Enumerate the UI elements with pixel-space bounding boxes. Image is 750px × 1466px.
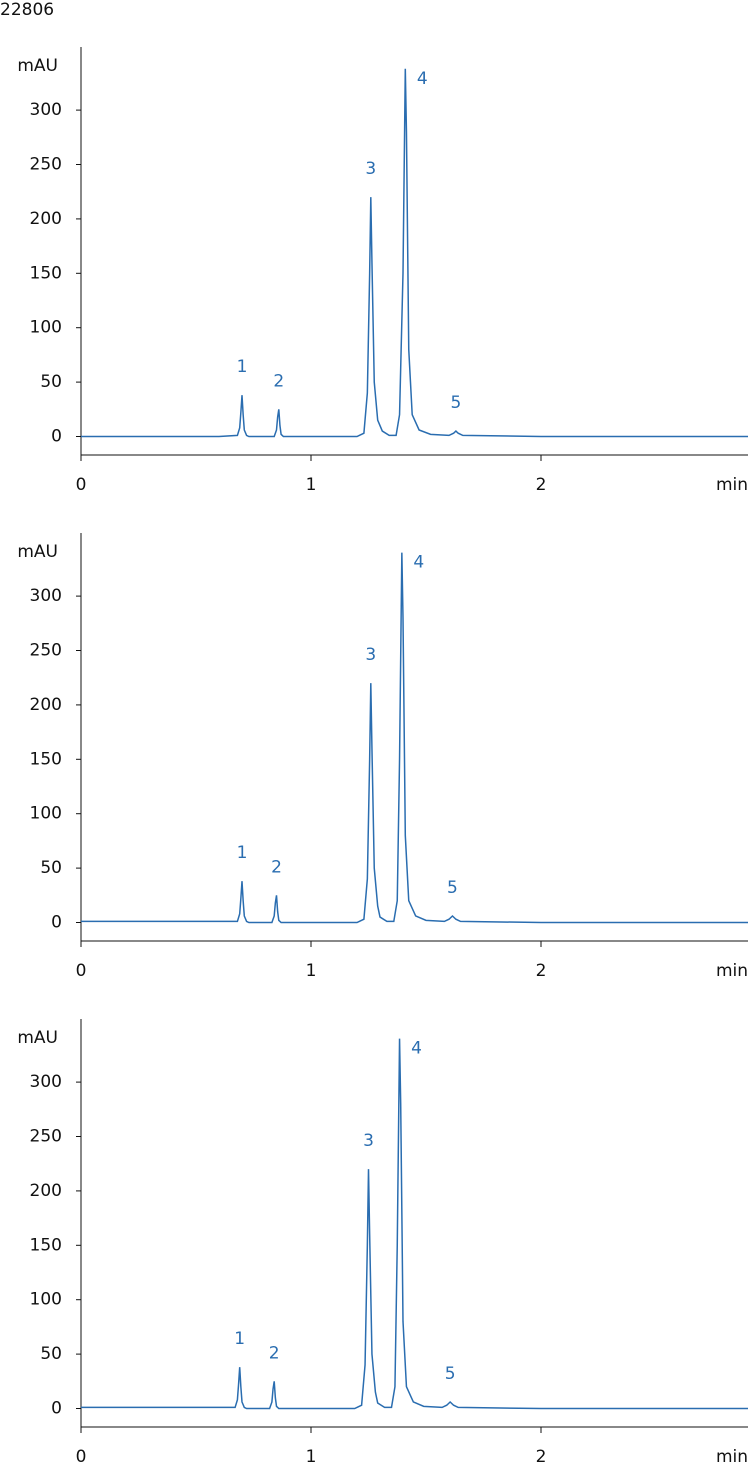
y-tick-label: 250 — [30, 155, 62, 175]
peak-label: 4 — [417, 69, 428, 89]
x-tick-label: 0 — [76, 961, 87, 981]
y-tick-label: 250 — [30, 641, 62, 661]
peak-label: 1 — [237, 357, 248, 377]
chart: mAU min 0 50 100 150 200 250 300 0 1 2 1 2 3 4 5 — [17, 533, 748, 981]
x-tick-label: 2 — [536, 1447, 547, 1466]
peak-label: 5 — [450, 393, 461, 413]
peak-label: 3 — [365, 159, 376, 179]
y-tick-label: 200 — [30, 695, 62, 715]
y-tick-label: 200 — [30, 209, 62, 229]
chart: mAU min 0 50 100 150 200 250 300 0 1 2 1 2 3 4 5 — [17, 47, 748, 495]
y-tick-label: 50 — [40, 372, 62, 392]
peak-label: 5 — [445, 1364, 456, 1384]
y-tick-label: 50 — [40, 1344, 62, 1364]
x-tick-label: 2 — [536, 961, 547, 981]
y-tick-label: 300 — [30, 1072, 62, 1092]
peak-label: 1 — [237, 843, 248, 863]
y-axis-label: mAU — [17, 56, 58, 76]
trace — [81, 1038, 748, 1410]
peak-label: 1 — [234, 1329, 245, 1349]
y-axis-label: mAU — [17, 1028, 58, 1048]
sample-id: 22806 — [0, 0, 54, 20]
peak-label: 2 — [273, 371, 284, 391]
peak-label: 5 — [447, 878, 458, 898]
peak-label: 3 — [365, 645, 376, 665]
y-tick-label: 250 — [30, 1127, 62, 1147]
x-axis-label: min — [716, 961, 748, 981]
peak-label: 2 — [271, 857, 282, 877]
x-tick-label: 1 — [306, 475, 317, 495]
y-tick-label: 300 — [30, 100, 62, 120]
x-tick-label: 0 — [76, 475, 87, 495]
y-tick-label: 50 — [40, 858, 62, 878]
x-tick-label: 2 — [536, 475, 547, 495]
y-tick-label: 300 — [30, 586, 62, 606]
y-tick-label: 150 — [30, 1235, 62, 1255]
x-axis-label: min — [716, 1447, 748, 1466]
y-tick-label: 200 — [30, 1181, 62, 1201]
y-tick-label: 150 — [30, 749, 62, 769]
peak-label: 2 — [269, 1343, 280, 1363]
y-tick-label: 0 — [51, 913, 62, 933]
y-tick-label: 0 — [51, 1399, 62, 1419]
x-axis-label: min — [716, 475, 748, 495]
x-tick-label: 0 — [76, 1447, 87, 1466]
peak-label: 4 — [411, 1039, 422, 1059]
trace — [81, 552, 748, 924]
y-tick-label: 150 — [30, 263, 62, 283]
y-tick-label: 100 — [30, 804, 62, 824]
x-tick-label: 1 — [306, 961, 317, 981]
x-tick-label: 1 — [306, 1447, 317, 1466]
chart: mAU min 0 50 100 150 200 250 300 0 1 2 1 2 3 4 5 — [17, 1019, 748, 1466]
y-tick-label: 100 — [30, 1290, 62, 1310]
y-tick-label: 100 — [30, 318, 62, 338]
peak-label: 3 — [363, 1131, 374, 1151]
peak-label: 4 — [413, 553, 424, 573]
y-tick-label: 0 — [51, 427, 62, 447]
y-axis-label: mAU — [17, 542, 58, 562]
trace — [81, 68, 748, 438]
